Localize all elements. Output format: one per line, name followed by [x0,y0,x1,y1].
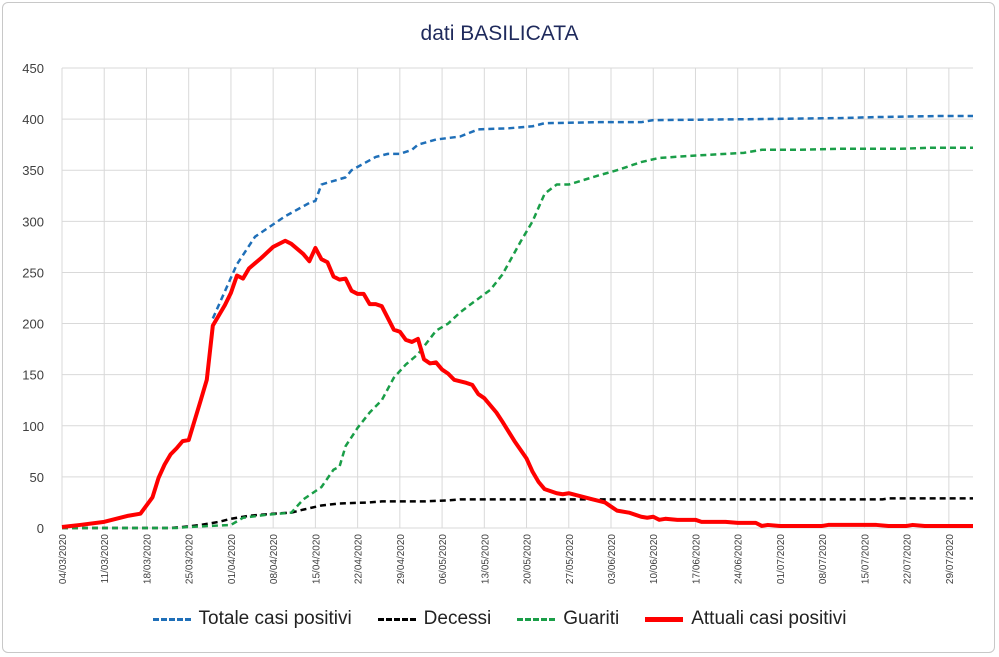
x-tick-label: 17/06/2020 [691,534,702,584]
y-tick-label: 100 [22,419,44,434]
series-line-attuali-casi-positivi [61,238,973,529]
x-tick-label: 13/05/2020 [480,534,491,584]
legend-swatch [152,617,191,621]
x-tick-label: 15/07/2020 [860,534,871,584]
x-tick-label: 29/07/2020 [945,534,956,584]
series-line-guariti [62,146,973,530]
x-tick-label: 08/07/2020 [818,534,829,584]
legend-label: Attuali casi positivi [691,608,847,629]
x-tick-label: 15/04/2020 [311,534,322,584]
x-tick-label: 04/03/2020 [58,534,69,584]
x-tick-label: 01/07/2020 [776,534,787,584]
legend-swatch [377,617,416,621]
y-tick-label: 200 [22,317,44,332]
x-tick-label: 22/07/2020 [903,534,914,584]
legend-swatch [645,616,684,622]
x-tick-label: 20/05/2020 [523,534,534,584]
y-tick-label: 50 [30,470,44,485]
chart-title: dati BASILICATA [420,22,579,45]
y-tick-label: 350 [22,163,44,178]
legend-item: Attuali casi positivi [645,608,846,630]
y-tick-label: 400 [22,112,44,127]
legend-label: Decessi [423,608,492,629]
y-tick-label: 450 [22,61,44,76]
x-tick-label: 22/04/2020 [354,534,365,584]
y-tick-label: 300 [22,214,44,229]
legend: Totale casi positivi Decessi Guariti Attual… [0,608,999,630]
series-line-totale-casi-positivi [211,114,973,319]
x-tick-label: 10/06/2020 [649,534,660,584]
x-tick-label: 01/04/2020 [227,534,238,584]
x-tick-label: 18/03/2020 [142,534,153,584]
legend-item: Guariti [517,608,619,630]
x-tick-label: 03/06/2020 [607,534,618,584]
x-tick-label: 27/05/2020 [565,534,576,584]
x-tick-label: 08/04/2020 [269,534,280,584]
legend-swatch [517,617,556,621]
legend-item: Totale casi positivi [152,608,352,630]
legend-item: Decessi [377,608,492,630]
y-tick-label: 0 [37,521,44,536]
x-tick-label: 06/05/2020 [438,534,449,584]
series-line-decessi [62,497,973,530]
legend-label: Totale casi positivi [198,608,352,629]
x-tick-label: 24/06/2020 [734,534,745,584]
x-tick-label: 29/04/2020 [396,534,407,584]
y-tick-label: 250 [22,265,44,280]
legend-label: Guariti [563,608,620,629]
x-tick-label: 25/03/2020 [185,534,196,584]
y-tick-label: 150 [22,368,44,383]
x-tick-label: 11/03/2020 [100,534,111,584]
